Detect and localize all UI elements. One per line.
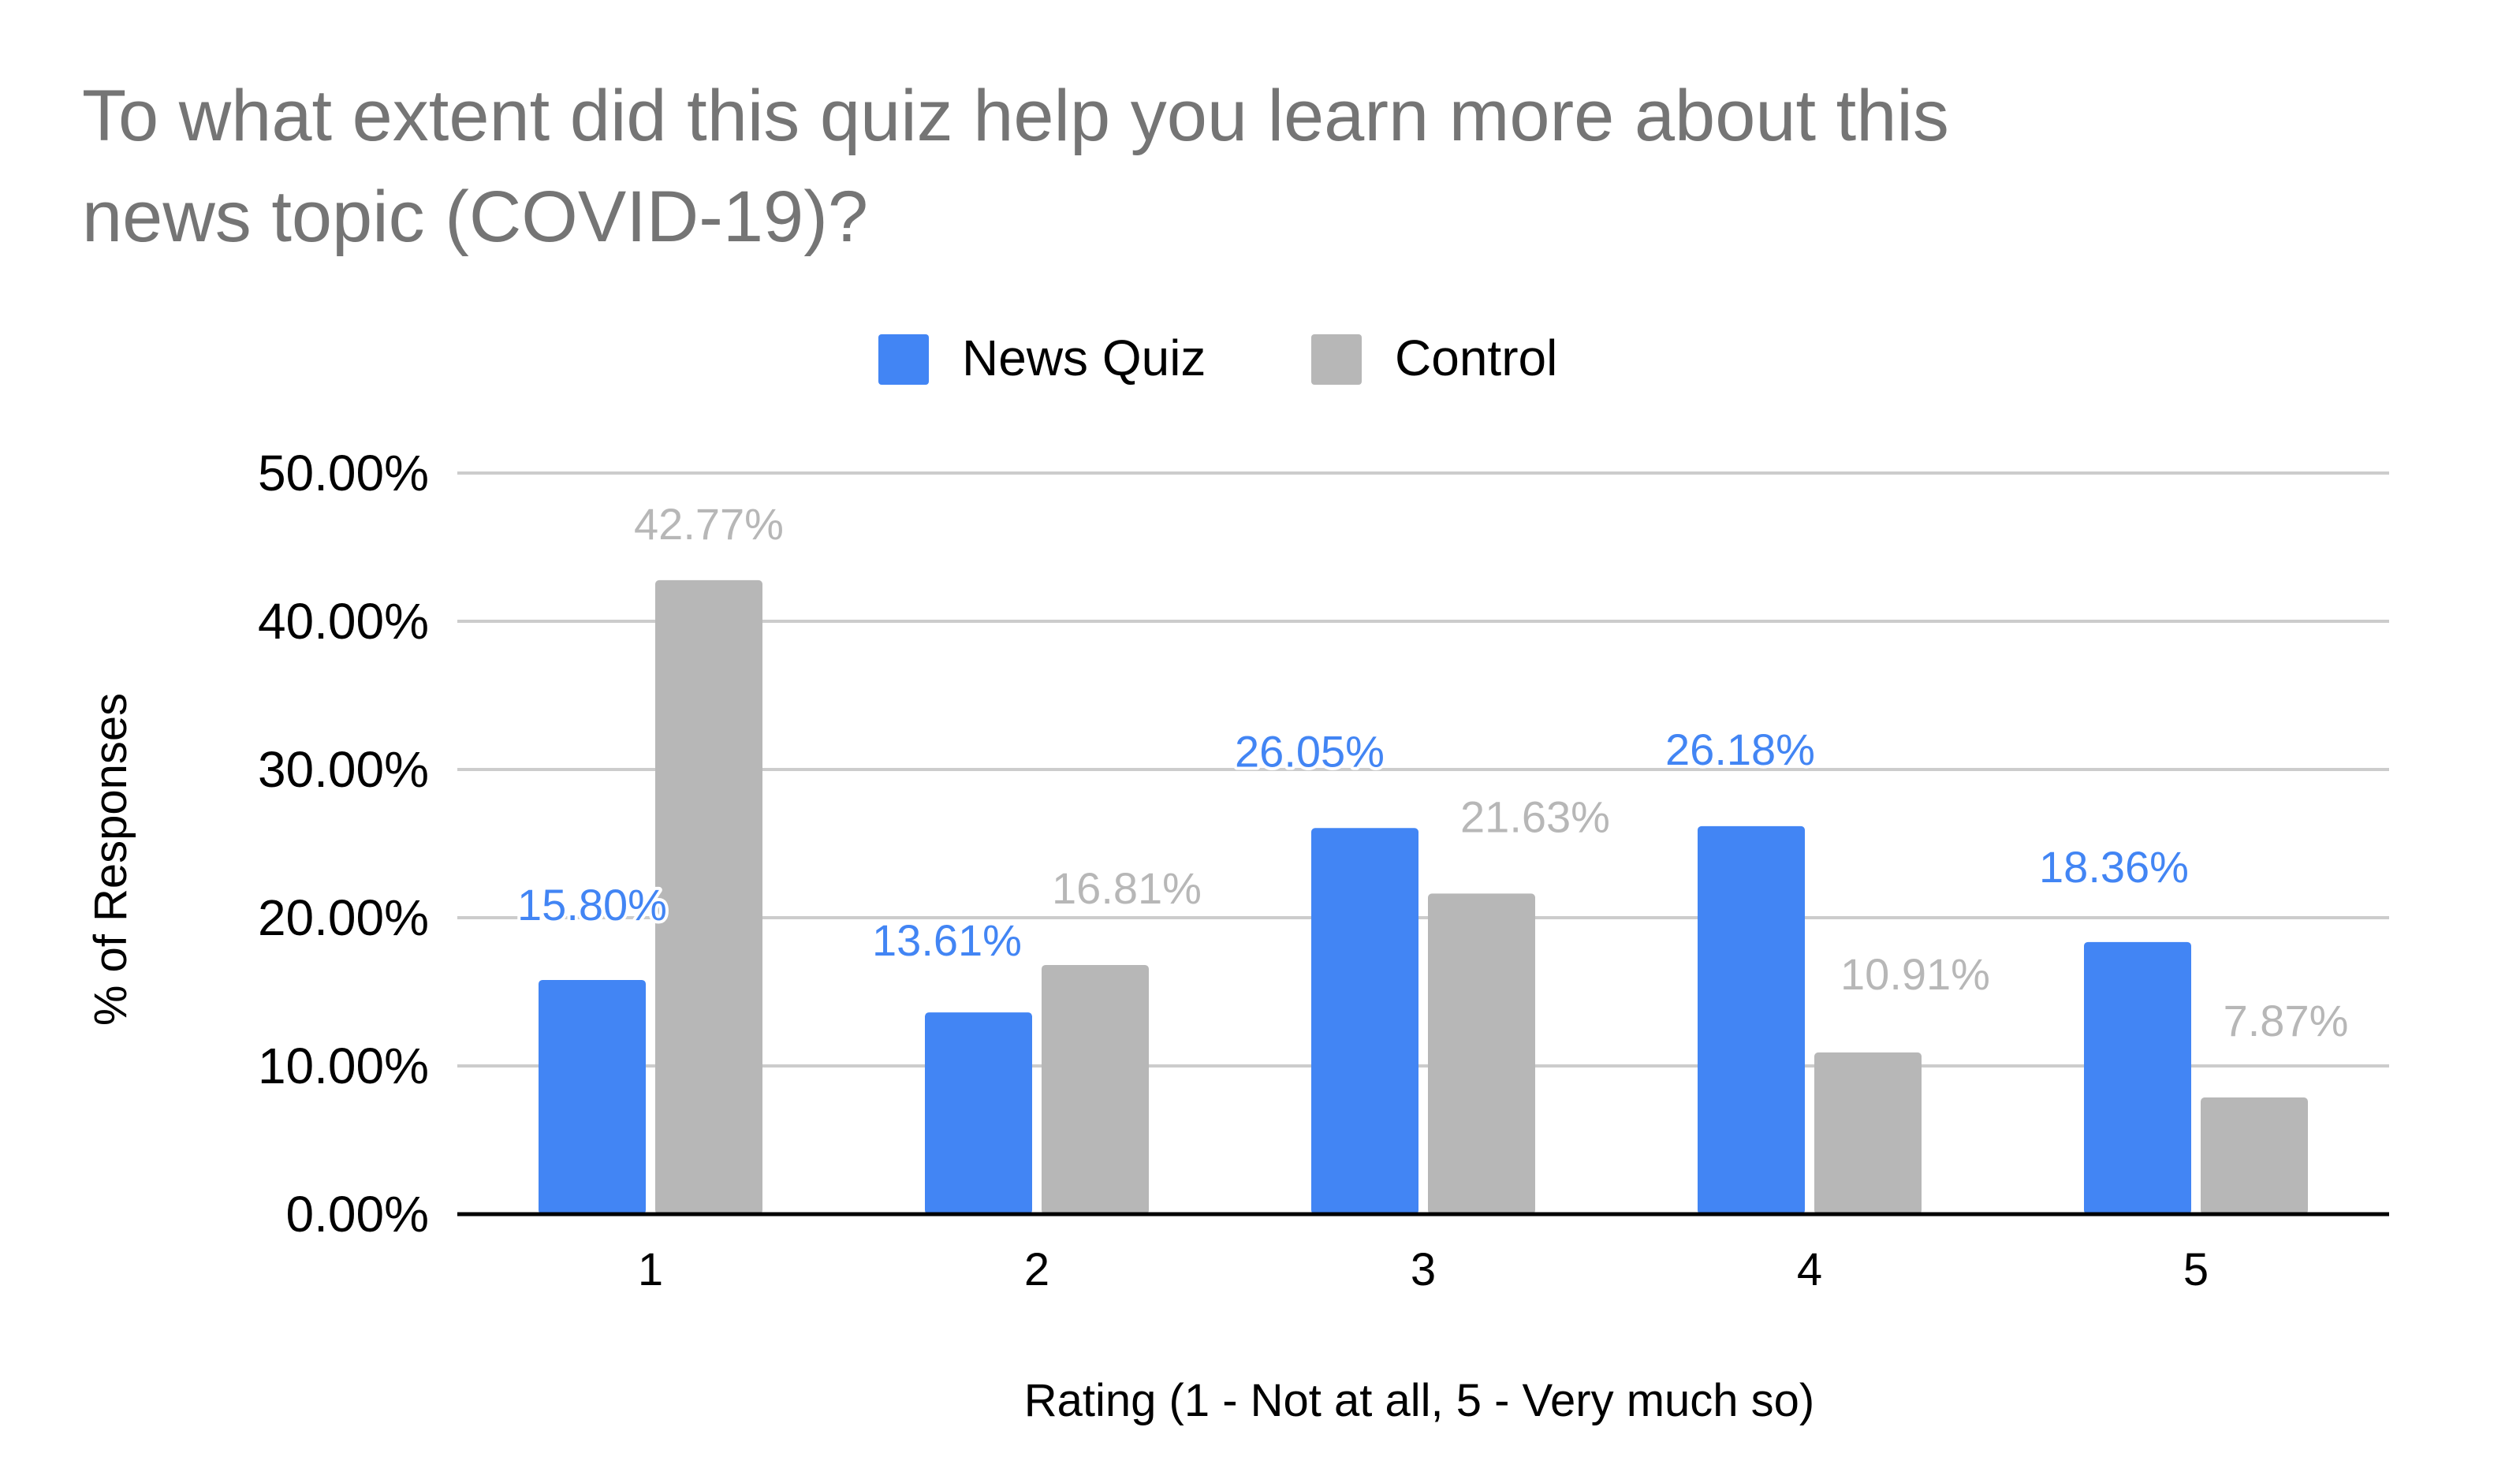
data-label: 18.36% (2039, 842, 2189, 892)
data-label: 10.91% (1840, 949, 1990, 999)
chart-title: To what extent did this quiz help you le… (82, 76, 1949, 257)
bar (2201, 1097, 2308, 1214)
legend-swatch (878, 334, 929, 385)
data-label: 42.77% (634, 499, 784, 549)
x-tick-label: 2 (1024, 1244, 1049, 1295)
x-axis-label: Rating (1 - Not at all, 5 - Very much so… (1024, 1375, 1814, 1426)
bar (1428, 893, 1535, 1214)
y-tick-label: 20.00% (258, 889, 429, 946)
bar (2084, 941, 2191, 1214)
data-label: 21.63% (1460, 792, 1610, 841)
data-label: 26.05% (1235, 726, 1385, 776)
bar (655, 579, 762, 1214)
bar (1311, 828, 1418, 1214)
y-tick-label: 50.00% (258, 445, 429, 501)
bar (539, 979, 646, 1214)
x-axis-ticks: 1 2 3 4 5 (638, 1244, 2209, 1295)
legend: News Quiz Control (878, 330, 1557, 386)
x-tick-label: 1 (638, 1244, 663, 1295)
legend-label: News Quiz (962, 330, 1206, 386)
bar (1814, 1052, 1922, 1214)
y-tick-label: 30.00% (258, 741, 429, 798)
y-axis-ticks: 0.00% 10.00% 20.00% 30.00% 40.00% 50.00% (258, 445, 429, 1243)
x-tick-label: 3 (1411, 1244, 1436, 1295)
bar (1698, 825, 1805, 1214)
data-label: 26.18% (1665, 725, 1815, 774)
chart-title-line: To what extent did this quiz help you le… (82, 76, 1949, 156)
data-labels: 15.80% 13.61% 26.05% 26.18% 18.36% 42.77% 16.8… (514, 496, 2351, 1049)
chart-title-line: news topic (COVID-19)? (82, 177, 868, 257)
bars (539, 579, 2308, 1214)
y-tick-label: 10.00% (258, 1038, 429, 1094)
bar (925, 1012, 1032, 1214)
y-tick-label: 0.00% (286, 1186, 429, 1243)
data-label: 7.87% (2224, 996, 2349, 1045)
data-label: 15.80% (517, 880, 667, 930)
x-tick-label: 4 (1797, 1244, 1822, 1295)
legend-label: Control (1395, 330, 1557, 386)
y-tick-label: 40.00% (258, 593, 429, 650)
data-label: 16.81% (1052, 863, 1202, 913)
y-axis-label: % of Responses (85, 693, 136, 1026)
legend-swatch (1311, 334, 1362, 385)
data-label: 13.61% (872, 915, 1022, 965)
bar (1042, 964, 1149, 1214)
x-tick-label: 5 (2183, 1244, 2209, 1295)
gridlines (457, 471, 2389, 1068)
